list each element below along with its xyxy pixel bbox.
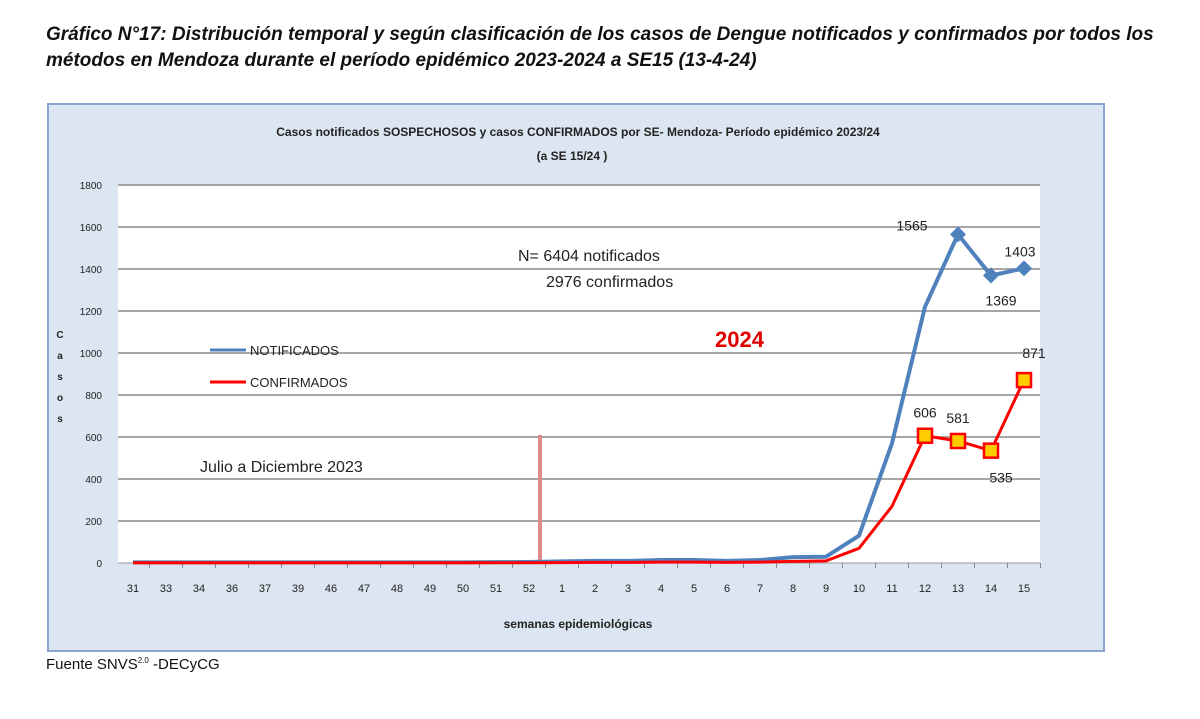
x-tick-label: 3 (625, 583, 631, 595)
x-tick-label: 13 (952, 583, 964, 595)
y-tick-label: 1200 (80, 307, 103, 318)
x-tick-label: 9 (823, 583, 829, 595)
x-tick-label: 1 (559, 583, 565, 595)
data-point-square (949, 432, 967, 450)
data-label: 1565 (896, 217, 927, 233)
data-label: 1369 (985, 293, 1016, 309)
data-label: 606 (913, 405, 937, 421)
x-tick-label: 39 (292, 583, 304, 595)
y-tick-label: 600 (85, 433, 102, 444)
y-tick-label: 200 (85, 517, 102, 528)
data-point-diamond (983, 267, 999, 284)
legend-label: NOTIFICADOS (250, 343, 339, 358)
x-tick-label: 8 (790, 583, 796, 595)
x-tick-label: 33 (160, 583, 172, 595)
y-tick-label: 400 (85, 475, 102, 486)
series-line-confirmados (133, 379, 1026, 565)
x-tick-label: 6 (724, 583, 730, 595)
x-tick-label: 34 (193, 583, 205, 595)
x-tick-label: 50 (457, 583, 469, 595)
source-suffix: -DECyCG (148, 656, 220, 673)
x-tick-label: 46 (325, 583, 337, 595)
data-point-square (1015, 371, 1033, 389)
x-tick-label: 48 (391, 583, 403, 595)
chart-subtitle: (a SE 15/24 ) (537, 149, 608, 163)
x-tick-label: 31 (127, 583, 139, 595)
data-label: 535 (989, 470, 1013, 486)
data-point-diamond (950, 226, 966, 243)
data-label: 1403 (1004, 243, 1035, 259)
x-axis-label: semanas epidemiológicas (504, 617, 653, 631)
y-axis-label-char: o (57, 393, 63, 404)
y-tick-label: 1400 (80, 265, 103, 276)
data-point-square (982, 442, 1000, 459)
source-text: Fuente SNVS (46, 656, 138, 673)
x-tick-label: 37 (259, 583, 271, 595)
data-point-diamond (1016, 260, 1032, 277)
period-annotation: Julio a Diciembre 2023 (200, 459, 363, 476)
y-axis-label-char: s (57, 414, 63, 425)
y-tick-label: 1600 (80, 223, 103, 234)
y-tick-label: 0 (96, 559, 102, 570)
x-tick-label: 11 (886, 583, 897, 595)
y-axis-label-char: a (57, 351, 63, 362)
y-tick-label: 1800 (80, 181, 103, 192)
plot-area (118, 185, 1040, 563)
x-tick-label: 14 (985, 583, 997, 595)
data-label: 581 (946, 410, 970, 426)
figure-title: Gráfico N°17: Distribución temporal y se… (46, 24, 1154, 71)
source-note: Fuente SNVS2.0 -DECyCG (46, 656, 220, 673)
totals-confirmed: 2976 confirmados (546, 274, 673, 291)
y-tick-label: 1000 (80, 349, 103, 360)
data-point-square (916, 427, 934, 444)
x-tick-label: 12 (919, 583, 931, 595)
x-tick-label: 15 (1018, 583, 1030, 595)
x-tick-label: 36 (226, 583, 238, 595)
y-axis-label-char: s (57, 372, 63, 383)
x-tick-label: 47 (358, 583, 370, 595)
source-version: 2.0 (137, 656, 149, 665)
x-tick-label: 51 (490, 583, 502, 595)
y-tick-label: 800 (85, 391, 102, 402)
data-label: 871 (1022, 345, 1046, 361)
legend-label: CONFIRMADOS (250, 375, 348, 390)
x-tick-label: 2 (592, 583, 598, 595)
y-axis-label-char: C (56, 330, 63, 341)
x-tick-label: 52 (523, 583, 535, 595)
totals-notified: N= 6404 notificados (518, 248, 660, 265)
x-tick-label: 7 (757, 583, 763, 595)
x-tick-label: 10 (853, 583, 865, 595)
x-tick-label: 49 (424, 583, 436, 595)
x-tick-label: 4 (658, 583, 664, 595)
x-tick-label: 5 (691, 583, 697, 595)
year-annotation: 2024 (715, 327, 765, 352)
chart-title: Casos notificados SOSPECHOSOS y casos CO… (276, 125, 880, 139)
